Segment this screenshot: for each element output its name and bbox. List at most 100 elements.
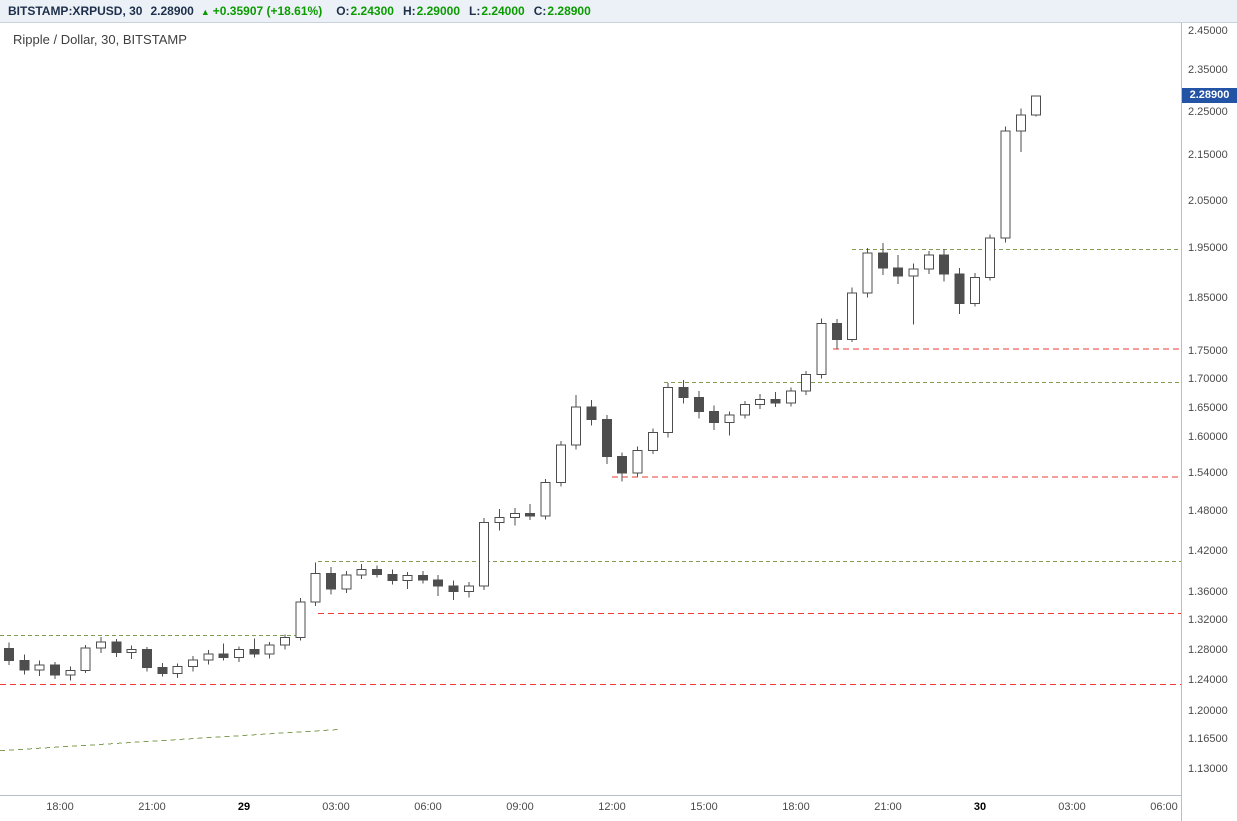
candle-down (525, 513, 536, 517)
chart-area[interactable]: Ripple / Dollar, 30, BITSTAMP (0, 23, 1181, 795)
candle-down (218, 653, 229, 659)
time-axis-day-label: 30 (973, 801, 987, 813)
candle-down (4, 648, 14, 662)
price-axis-label: 1.13000 (1188, 762, 1228, 775)
price-axis-label: 1.24000 (1188, 673, 1228, 686)
price-change: +0.35907 (+18.61%) (212, 4, 323, 18)
price-axis-label: 2.35000 (1188, 64, 1228, 77)
candle-down (617, 456, 628, 474)
price-axis-label: 2.05000 (1188, 194, 1228, 207)
candle-up (647, 432, 658, 452)
candle-up (985, 237, 996, 278)
candle-down (678, 386, 689, 399)
candle-up (295, 601, 306, 639)
candle-up (479, 522, 490, 587)
candle-up (540, 482, 551, 517)
candle-up (755, 398, 766, 406)
low-label: L: (469, 4, 481, 18)
candle-up (969, 277, 980, 305)
candle-down (387, 573, 398, 581)
candle-up (862, 252, 873, 294)
candle-down (939, 254, 950, 275)
candle-up (187, 659, 198, 668)
price-axis-label: 1.48000 (1188, 505, 1228, 518)
candle-up (1015, 114, 1026, 132)
candle-up (847, 292, 858, 340)
time-axis-label: 06:00 (1150, 801, 1178, 813)
candle-up (908, 268, 919, 277)
current-price-badge: 2.28900 (1182, 88, 1237, 104)
time-axis-label: 15:00 (690, 801, 718, 813)
price-axis-label: 1.16500 (1188, 733, 1228, 746)
close-value: 2.28900 (547, 4, 591, 18)
candle-down (325, 573, 336, 590)
price-axis-label: 1.75000 (1188, 345, 1228, 358)
candle-down (693, 397, 704, 413)
price-axis-label: 1.20000 (1188, 705, 1228, 718)
price-axis-label: 2.45000 (1188, 24, 1228, 37)
price-axis-label: 1.28000 (1188, 643, 1228, 656)
candle-down (770, 398, 781, 404)
candle-up (80, 647, 91, 672)
candle-up (632, 450, 643, 474)
candle-down (601, 419, 612, 458)
open-value: 2.24300 (350, 4, 394, 18)
candle-down (954, 273, 965, 305)
candle-up (555, 444, 566, 484)
time-axis[interactable]: 18:00 21:00 29 03:00 06:00 09:00 12:00 15:00 18:… (0, 796, 1181, 821)
price-axis-label: 2.15000 (1188, 149, 1228, 162)
last-price: 2.28900 (150, 4, 194, 18)
price-axis-label: 1.32000 (1188, 614, 1228, 627)
candle-down (877, 252, 888, 269)
candle-up (1000, 130, 1011, 239)
candle-up (724, 414, 735, 424)
trendline-drawing[interactable] (0, 728, 341, 752)
low-value: 2.24000 (481, 4, 525, 18)
price-axis-label: 1.70000 (1188, 373, 1228, 385)
time-axis-label: 12:00 (598, 801, 626, 813)
candle-up (264, 644, 275, 655)
candle-up (1031, 95, 1042, 116)
time-axis-label: 21:00 (874, 801, 902, 813)
candle-down (433, 579, 444, 587)
axis-separator-vertical (1181, 23, 1182, 821)
candle-up (571, 406, 582, 446)
up-arrow-icon: ▲ (200, 7, 210, 17)
symbol-title[interactable]: BITSTAMP:XRPUSD, 30 (8, 4, 143, 18)
candle-up (663, 386, 674, 434)
candle-down (111, 641, 122, 653)
candle-up (34, 664, 45, 671)
candle-up (65, 670, 76, 676)
candle-down (157, 667, 168, 675)
candle-up (801, 374, 812, 392)
candle-up (203, 653, 214, 661)
price-axis-label: 1.42000 (1188, 544, 1228, 557)
candle-up (126, 648, 137, 653)
price-axis-label: 1.36000 (1188, 585, 1228, 598)
price-axis-label: 1.54000 (1188, 467, 1228, 480)
price-axis-label: 2.25000 (1188, 105, 1228, 118)
chart-canvas[interactable] (0, 23, 1181, 795)
time-axis-label: 18:00 (46, 801, 74, 813)
candle-down (893, 267, 904, 277)
open-label: O: (336, 4, 350, 18)
candle-up (233, 648, 244, 659)
candle-down (249, 648, 260, 655)
candle-up (923, 254, 934, 270)
time-axis-label: 03:00 (1058, 801, 1086, 813)
candle-up (356, 569, 367, 576)
candle-up (95, 641, 106, 649)
candle-up (785, 390, 796, 404)
candle-down (49, 664, 60, 676)
time-axis-label: 03:00 (322, 801, 350, 813)
symbol-ohlc-bar: BITSTAMP:XRPUSD, 30 2.28900 ▲ +0.35907 (+18… (0, 0, 1237, 23)
price-axis[interactable]: 2.28900 2.45000 2.35000 2.25000 2.15000 2.05… (1182, 23, 1237, 795)
candle-up (402, 575, 413, 582)
candle-down (19, 660, 30, 671)
high-value: 2.29000 (416, 4, 460, 18)
chart-title: Ripple / Dollar, 30, BITSTAMP (13, 32, 187, 47)
price-axis-label: 1.65000 (1188, 401, 1228, 414)
time-axis-label: 21:00 (138, 801, 166, 813)
time-axis-label: 06:00 (414, 801, 442, 813)
candle-down (417, 575, 428, 581)
